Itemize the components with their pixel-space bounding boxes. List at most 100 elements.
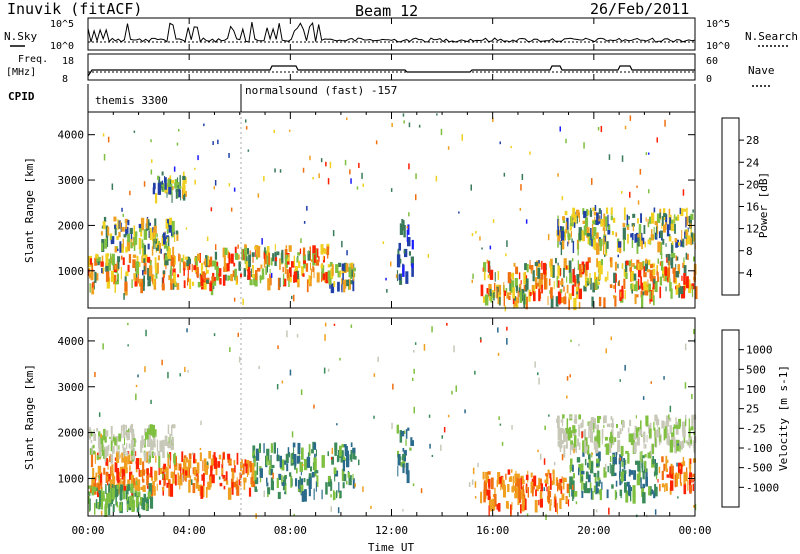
vel-cells-cell	[205, 486, 208, 498]
vel-cells-cell	[679, 464, 683, 474]
vel-cells-cell	[684, 472, 688, 482]
power-cells-cell	[512, 272, 514, 280]
vel-cells-cell	[291, 431, 294, 438]
power-cells-cell	[652, 280, 656, 290]
vel-cells-cell	[252, 453, 254, 457]
power-cells-cell	[189, 258, 191, 264]
vel-cells-cell	[500, 483, 502, 491]
vel-cells-cell	[128, 443, 131, 449]
power-cells-cell	[303, 221, 306, 224]
vel-cells-cell	[621, 421, 624, 432]
vel-cells-cell	[111, 464, 114, 474]
vel-cells-cell	[272, 472, 274, 479]
vel-cells-cell	[593, 485, 596, 493]
vel-cells-cell	[692, 479, 694, 483]
vel-cells-cell	[610, 336, 612, 341]
vel-cells-cell	[116, 484, 120, 489]
power-cells-cell	[592, 227, 597, 236]
vel-cells-cell	[597, 481, 601, 487]
vel-cells-cell	[570, 458, 573, 471]
vel-cells-cell	[345, 459, 350, 468]
power-cells-cell	[557, 215, 559, 220]
vel-cells-cell	[649, 422, 652, 431]
vel-cells-cell	[569, 374, 571, 378]
vel-cells-cell	[400, 461, 403, 467]
station-title: Inuvik (fitACF)	[7, 0, 142, 18]
power-cells-cell	[670, 257, 674, 269]
power-cells-cell	[471, 233, 474, 237]
vel-cells-cell	[428, 414, 431, 418]
power-cells-cell	[641, 232, 643, 241]
power-cells-cell	[598, 273, 601, 280]
power-cells-cell	[655, 226, 658, 238]
power-cells-cell	[176, 231, 179, 241]
colorbar-tick: 20	[746, 178, 759, 191]
vel-cells-cell	[140, 497, 143, 506]
power-cells-cell	[94, 257, 98, 266]
vel-cells-cell	[603, 416, 605, 424]
vel-cells-cell	[159, 440, 163, 450]
power-cells-cell	[415, 173, 417, 180]
vel-cells-cell	[650, 446, 653, 457]
vel-cells-cell	[106, 493, 110, 502]
vel-cells-cell	[499, 423, 502, 426]
power-cells-cell	[578, 227, 582, 240]
vel-cells-cell	[196, 475, 199, 483]
vel-cells-cell	[537, 449, 539, 453]
power-cells-cell	[100, 261, 104, 267]
power-cells-cell	[246, 256, 248, 262]
power-cells-cell	[161, 184, 165, 192]
cpid-segment-themis: themis 3300	[95, 94, 168, 107]
power-cells-cell	[587, 236, 590, 245]
power-cells-cell	[674, 223, 676, 234]
vel-cells-cell	[110, 454, 113, 464]
vel-cells-cell	[397, 465, 399, 477]
power-cells-cell	[611, 231, 614, 236]
power-cells-cell	[346, 250, 348, 256]
power-cells-cell	[523, 285, 526, 291]
vel-cells-cell	[206, 463, 209, 470]
vel-cells-cell	[111, 442, 113, 446]
vel-cells-cell	[173, 454, 175, 464]
vel-cells-cell	[172, 424, 176, 429]
vel-cells-cell	[572, 489, 575, 499]
vel-cells-cell	[597, 436, 601, 448]
power-cells-cell	[157, 255, 160, 261]
vel-cells-cell	[331, 456, 334, 465]
vel-cells-cell	[145, 451, 149, 462]
vel-cells-cell	[506, 326, 508, 331]
vel-cells-cell	[645, 468, 647, 473]
vel-cells-cell	[191, 479, 193, 485]
vel-cells-cell	[402, 448, 405, 452]
vel-cells-cell	[536, 485, 539, 492]
nsky-label: N.Sky	[4, 30, 37, 43]
power-cells-cell	[685, 237, 688, 246]
vel-cells-cell	[626, 481, 630, 487]
vel-cells-cell	[578, 464, 581, 472]
power-cells-cell	[609, 284, 613, 288]
power-cells-cell	[122, 238, 124, 243]
power-cells-cell	[627, 233, 629, 244]
power-cells-cell	[536, 285, 538, 289]
power-cells-cell	[92, 281, 94, 288]
power-cells-cell	[637, 278, 640, 290]
power-cells-cell	[603, 224, 606, 238]
vel-cells-cell	[330, 494, 332, 498]
vel-cells-cell	[514, 473, 517, 484]
vel-cells-cell	[561, 440, 564, 444]
power-cells-cell	[406, 230, 408, 243]
power-cells-cell	[181, 258, 183, 263]
vel-cells-cell	[581, 431, 583, 439]
vel-cells-cell	[580, 463, 584, 472]
vel-cells-cell	[648, 486, 651, 496]
power-cells-cell	[172, 281, 175, 290]
power-cells-cell	[245, 119, 247, 123]
power-cells-cell	[563, 267, 565, 278]
vel-cells-cell	[659, 435, 661, 442]
power-cells-cell	[557, 275, 560, 279]
vel-cells-cell	[581, 470, 585, 475]
power-cells-cell	[487, 261, 490, 273]
vel-cells-cell	[118, 482, 121, 492]
power-cells-cell	[656, 137, 658, 143]
vel-cells-cell	[330, 506, 332, 512]
